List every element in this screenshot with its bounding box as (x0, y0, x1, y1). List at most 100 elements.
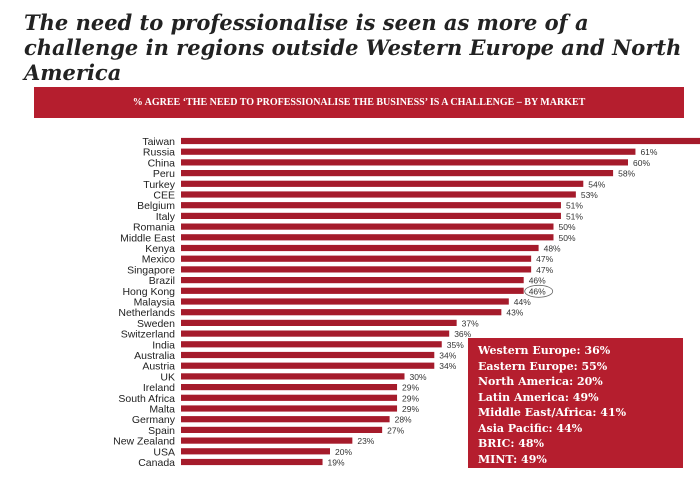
value-label-mexico: 47% (536, 254, 553, 264)
bar-germany (181, 416, 390, 423)
category-label-south-africa: South Africa (118, 393, 175, 405)
category-label-hong-kong: Hong Kong (122, 286, 175, 298)
category-label-cee: CEE (153, 190, 175, 202)
category-label-brazil: Brazil (149, 275, 175, 287)
value-label-turkey: 54% (588, 179, 605, 189)
category-label-india: India (152, 339, 175, 351)
category-label-spain: Spain (148, 425, 175, 437)
bar-taiwan (181, 137, 700, 145)
category-label-singapore: Singapore (127, 264, 175, 276)
bar-usa (181, 448, 330, 455)
value-label-switzerland: 36% (454, 329, 471, 339)
bar-italy (181, 212, 561, 219)
category-label-middle-east: Middle East (120, 232, 175, 244)
bar-brazil (181, 277, 524, 284)
category-label-netherlands: Netherlands (118, 307, 175, 319)
bar-india (181, 341, 442, 348)
value-label-peru: 58% (618, 169, 635, 179)
bar-sweden (181, 319, 457, 326)
value-label-hong-kong: 46% (529, 286, 546, 296)
category-label-peru: Peru (153, 168, 175, 180)
value-label-netherlands: 43% (506, 308, 523, 318)
category-label-canada: Canada (138, 457, 175, 469)
value-label-italy: 51% (566, 211, 583, 221)
value-label-australia: 34% (439, 351, 456, 361)
summary-north-america: North America: 20% (478, 375, 603, 388)
bar-spain (181, 426, 383, 433)
value-label-spain: 27% (387, 425, 404, 435)
regional-summary-box: Western Europe: 36% Eastern Europe: 55% … (468, 338, 683, 468)
bar-kenya (181, 244, 539, 252)
category-label-usa: USA (153, 446, 175, 458)
bar-turkey (181, 180, 584, 187)
value-label-russia: 61% (640, 147, 657, 157)
category-label-italy: Italy (156, 211, 176, 223)
highlight-circle-hong-kong (524, 284, 554, 298)
value-label-china: 60% (633, 158, 650, 168)
category-label-taiwan: Taiwan (142, 136, 175, 148)
bar-uk (181, 373, 405, 380)
bar-netherlands (181, 309, 502, 316)
summary-mint: MINT: 49% (478, 452, 547, 466)
bar-malta (181, 405, 398, 412)
category-label-ireland: Ireland (143, 382, 175, 394)
value-label-singapore: 47% (536, 265, 553, 275)
bar-middle-east (181, 234, 554, 241)
value-label-usa: 20% (335, 447, 352, 457)
bar-malaysia (181, 298, 509, 305)
bar-new-zealand (181, 437, 353, 444)
bar-russia (181, 148, 636, 155)
value-label-cee: 53% (581, 190, 598, 200)
category-label-kenya: Kenya (145, 243, 175, 255)
bar-cee (181, 191, 576, 198)
bar-canada (181, 458, 323, 466)
bar-peru (181, 170, 614, 177)
category-label-sweden: Sweden (137, 318, 175, 330)
category-label-australia: Australia (134, 350, 175, 362)
category-label-germany: Germany (132, 414, 176, 426)
bar-switzerland (181, 330, 450, 337)
bar-austria (181, 362, 435, 369)
category-label-romania: Romania (133, 222, 175, 234)
category-label-switzerland: Switzerland (121, 329, 175, 341)
summary-bric: BRIC: 48% (478, 437, 544, 450)
category-label-uk: UK (160, 371, 175, 383)
category-label-china: China (148, 157, 176, 169)
bar-south-africa (181, 394, 398, 401)
value-label-malta: 29% (402, 404, 419, 414)
value-label-austria: 34% (439, 361, 456, 371)
value-label-brazil: 46% (529, 276, 546, 286)
chart-subtitle-banner: % AGREE ‘THE NEED TO PROFESSIONALISE THE… (34, 87, 684, 118)
category-label-malaysia: Malaysia (134, 297, 176, 309)
value-label-ireland: 29% (402, 383, 419, 393)
summary-middle-east-africa: Middle East/Africa: 41% (478, 406, 627, 419)
category-label-turkey: Turkey (143, 179, 175, 191)
value-label-new-zealand: 23% (357, 436, 374, 446)
summary-latin-america: Latin America: 49% (478, 390, 599, 404)
bar-singapore (181, 266, 532, 273)
bar-ireland (181, 384, 398, 391)
value-label-middle-east: 50% (559, 233, 576, 243)
bar-mexico (181, 255, 532, 262)
value-label-kenya: 48% (544, 244, 561, 254)
summary-asia-pacific: Asia Pacific: 44% (478, 421, 583, 435)
bar-belgium (181, 202, 561, 209)
value-label-sweden: 37% (462, 318, 479, 328)
chart-title: The need to professionalise is seen as m… (24, 10, 682, 85)
bar-romania (181, 223, 554, 230)
category-label-mexico: Mexico (142, 254, 175, 266)
category-label-russia: Russia (143, 147, 175, 159)
value-label-india: 35% (447, 340, 464, 350)
value-label-romania: 50% (559, 222, 576, 232)
bar-hong-kong (181, 287, 524, 294)
value-label-south-africa: 29% (402, 393, 419, 403)
category-label-austria: Austria (142, 361, 175, 373)
category-label-belgium: Belgium (137, 200, 175, 212)
bar-australia (181, 351, 435, 359)
value-label-canada: 19% (328, 458, 345, 468)
category-label-new-zealand: New Zealand (113, 436, 175, 448)
summary-western-europe: Western Europe: 36% (478, 344, 611, 357)
value-label-malaysia: 44% (514, 297, 531, 307)
value-label-germany: 28% (395, 415, 412, 425)
